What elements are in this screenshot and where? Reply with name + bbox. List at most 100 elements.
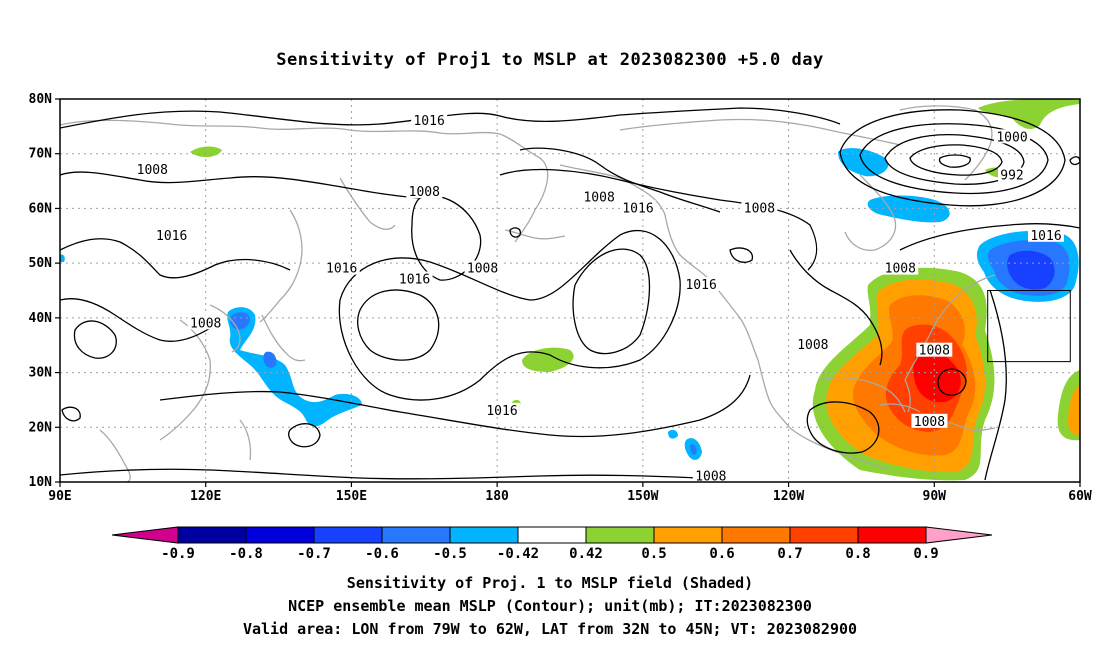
contour-label: 1016 xyxy=(413,114,444,129)
grid-lines xyxy=(60,99,1080,482)
coast-eurasia-north xyxy=(60,119,501,135)
contour-label-bg xyxy=(916,342,953,357)
shade-green-arctic xyxy=(978,99,1080,129)
coast-korea xyxy=(209,304,241,353)
coast-okhotsk xyxy=(259,209,303,323)
contour-namerica-1008 xyxy=(789,249,883,366)
contour-label-bg xyxy=(741,200,778,215)
contour-arctic-ring4 xyxy=(909,144,1003,176)
contour-arctic-ring3 xyxy=(884,134,1025,185)
coast-mexico xyxy=(789,427,891,471)
contour-label-bg xyxy=(794,337,831,352)
contour-small-1 xyxy=(509,227,521,238)
coast-kamchatka xyxy=(339,177,396,230)
contour-west-1008 xyxy=(60,298,216,342)
contour-small-3 xyxy=(1069,156,1080,166)
coast-canada-west xyxy=(709,279,759,361)
contour-small-2 xyxy=(729,247,754,263)
contour-mexico-low xyxy=(806,401,880,454)
contour-label: 1008 xyxy=(914,415,945,430)
colorbar-label: 0.5 xyxy=(641,546,666,562)
contour-gulf-low xyxy=(937,368,967,396)
contour-label: 1016 xyxy=(622,201,653,216)
coast-japan xyxy=(261,314,306,362)
lat-tick-label: 50N xyxy=(29,256,53,271)
colorbar-segment xyxy=(653,526,723,544)
lon-tick-label: 120W xyxy=(773,489,804,504)
contour-west-1016 xyxy=(60,238,291,279)
contour-label: 1008 xyxy=(467,262,498,277)
colorbar-end-high xyxy=(925,526,993,544)
colorbar-label: -0.8 xyxy=(229,546,263,562)
lon-tick-label: 60W xyxy=(1068,489,1092,504)
lat-tick-label: 80N xyxy=(29,92,53,107)
lat-tick-label: 60N xyxy=(29,201,53,216)
coast-hudson xyxy=(844,174,897,251)
map-title: Sensitivity of Proj1 to MSLP at 20230823… xyxy=(276,50,824,70)
contour-label-bg xyxy=(187,315,224,330)
mslp-contours xyxy=(60,107,1080,481)
coast-gulf xyxy=(819,376,906,413)
shade-positive-atlantic-red xyxy=(913,350,961,403)
caption-valid-area: Valid area: LON from 79W to 62W, LAT fro… xyxy=(242,620,858,638)
coast-cuba xyxy=(879,403,921,413)
colorbar-segment xyxy=(449,526,519,544)
contour-arctic-ring1 xyxy=(839,109,1066,207)
contour-label-bg xyxy=(692,468,729,483)
colorbar-label: 0.42 xyxy=(569,546,603,562)
lat-tick-label: 40N xyxy=(29,311,53,326)
colorbar-label: 0.6 xyxy=(709,546,734,562)
colorbar-segment xyxy=(789,526,859,544)
colorbar: -0.9 -0.8 -0.7 -0.6 -0.5 -0.42 0.42 0.5 0.6 0.7 0.… xyxy=(111,526,993,562)
contour-label-bg xyxy=(882,260,919,275)
colorbar-segment xyxy=(245,526,315,544)
shade-negative-west xyxy=(60,254,65,262)
colorbar-label: 0.7 xyxy=(777,546,802,562)
contour-north-pacific-1016 xyxy=(499,168,818,271)
lon-tick-label: 90W xyxy=(923,489,947,504)
contour-label-bg xyxy=(484,402,520,417)
contour-atlantic-high xyxy=(984,289,1007,481)
contour-high-inner-west xyxy=(357,289,440,361)
contour-label: 1016 xyxy=(399,273,430,288)
contour-label: 1016 xyxy=(685,278,716,293)
contour-arctic-core xyxy=(938,154,971,168)
contour-label-bg xyxy=(153,227,190,242)
contour-label: 1016 xyxy=(156,229,187,244)
shade-negative-japan-core2 xyxy=(263,351,277,368)
contour-subtropical-high xyxy=(338,229,681,401)
contour-label: 1008 xyxy=(695,470,726,485)
contour-arctic-ring2 xyxy=(859,123,1049,195)
lon-tick-label: 120E xyxy=(190,489,221,504)
contour-labels: 1016 1000 992 1008 1008 1008 1016 1008 1016 1016 1… xyxy=(134,112,1064,485)
colorbar-label: -0.6 xyxy=(365,546,399,562)
coast-alaska xyxy=(559,164,711,281)
coast-canada-north xyxy=(619,118,901,146)
contour-east-asia-low xyxy=(73,320,117,359)
contour-label-bg xyxy=(323,260,360,275)
contour-label: 1008 xyxy=(137,163,168,178)
contour-north-1016 xyxy=(60,107,841,129)
caption-shading: Sensitivity of Proj. 1 to MSLP field (Sh… xyxy=(346,574,754,592)
latitude-axis: 80N 70N 60N 50N 40N 30N 20N 10N xyxy=(29,92,60,490)
coast-greenland xyxy=(899,105,993,181)
contour-high-inner-east xyxy=(572,248,651,355)
contour-small-5 xyxy=(288,423,321,448)
contour-label-bg xyxy=(994,129,1030,144)
contour-label: 992 xyxy=(1000,169,1023,184)
colorbar-label: 0.9 xyxy=(913,546,938,562)
shade-green-siberia xyxy=(190,146,222,158)
lon-tick-label: 150E xyxy=(336,489,367,504)
contour-small-4 xyxy=(61,406,81,422)
colorbar-segment xyxy=(857,526,927,544)
contour-label: 1000 xyxy=(996,130,1027,145)
contour-label: 1016 xyxy=(326,262,357,277)
contour-siberia-1008 xyxy=(60,171,421,199)
sensitivity-map: 1016 1000 992 1008 1008 1008 1016 1008 1016 1016 1… xyxy=(29,92,1092,562)
contour-label: 1008 xyxy=(190,316,221,331)
contour-label-bg xyxy=(411,112,448,127)
colorbar-label: -0.5 xyxy=(433,546,467,562)
valid-area-box xyxy=(987,290,1071,363)
colorbar-segment xyxy=(721,526,791,544)
contour-label-bg xyxy=(683,277,720,292)
